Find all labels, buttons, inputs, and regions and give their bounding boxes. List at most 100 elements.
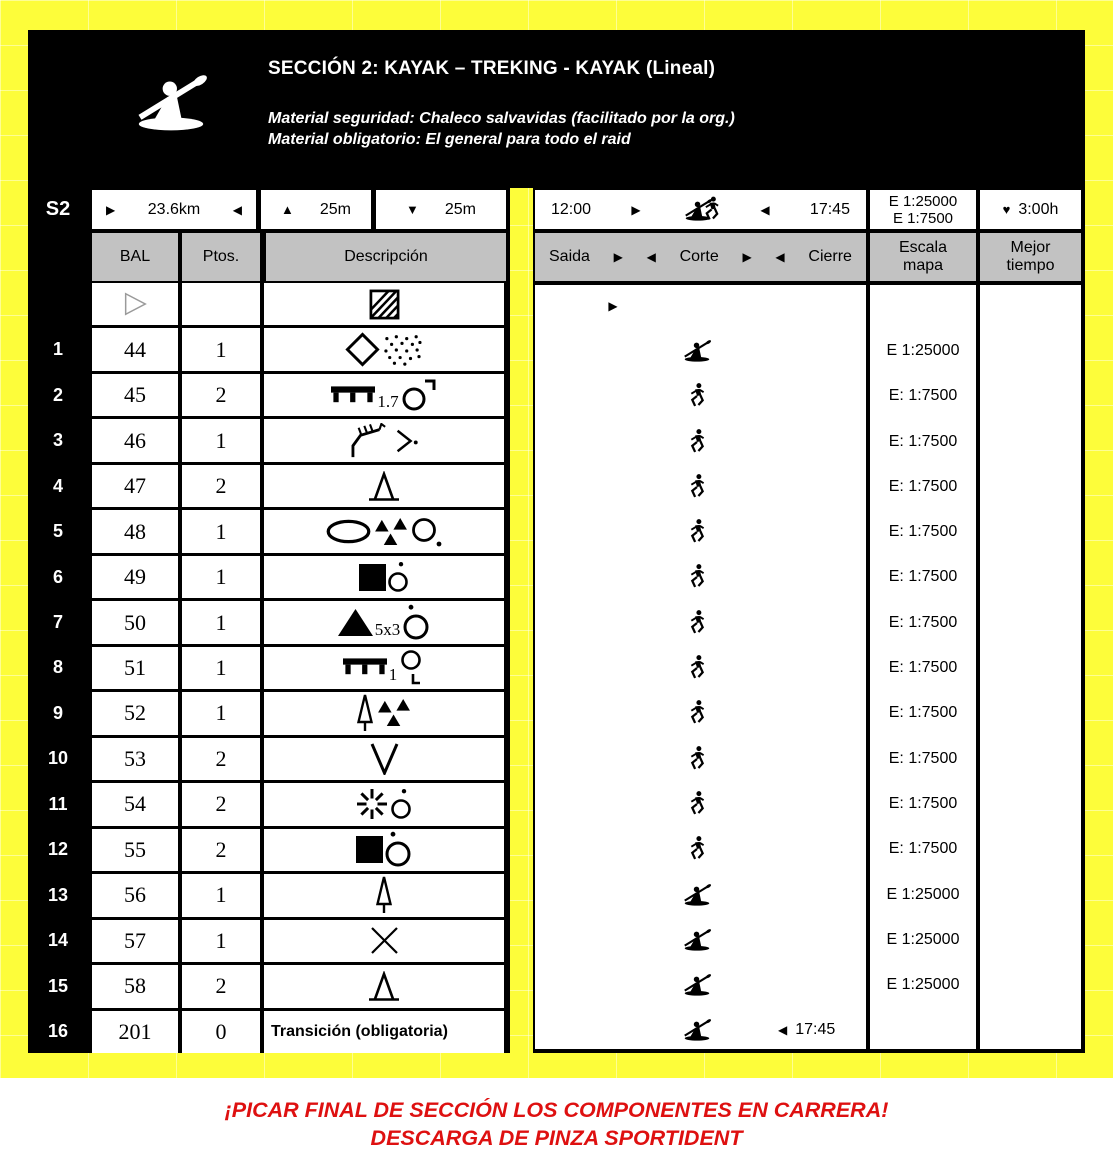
circle-dot-br-icon xyxy=(411,516,443,548)
dimension-label: 1.7 xyxy=(377,392,399,412)
vee-icon xyxy=(368,742,401,776)
runner-icon xyxy=(689,790,706,817)
runner-icon xyxy=(689,655,706,682)
control-description-cell xyxy=(264,283,504,326)
ptos-value: 1 xyxy=(182,601,260,644)
map-scale-value: E: 1:7500 xyxy=(888,840,958,858)
bal-value: 48 xyxy=(92,510,178,553)
map-scale-value: E: 1:7500 xyxy=(888,477,958,495)
table-row: 4 47 2 xyxy=(28,464,510,508)
control-description-cell xyxy=(264,737,504,781)
table-row: 10 53 2 xyxy=(28,737,510,781)
triangle-base-icon xyxy=(367,470,401,502)
kayak-icon xyxy=(681,197,715,223)
start-triangle-icon xyxy=(121,290,149,318)
section-title: SECCIÓN 2: KAYAK – TREKING - KAYAK (Line… xyxy=(268,58,716,79)
cierre-time-value: 17:45 xyxy=(795,1021,836,1039)
control-rows: 1 44 1 2 45 2 1.7 3 46 1 4 47 2 5 48 1 6 49 1 7 50 1 5x3 8 51 1 1 9… xyxy=(28,283,510,1053)
descent-value: 25m xyxy=(444,200,476,218)
circle-dot-top-icon xyxy=(402,604,430,641)
down-arrow-icon: ▼ xyxy=(406,202,419,217)
end-time-value: 17:45 xyxy=(809,200,850,218)
comb-icon xyxy=(331,385,376,406)
runner-icon xyxy=(689,383,706,410)
start-time-value: 12:00 xyxy=(551,200,592,218)
bal-value: 51 xyxy=(92,646,178,690)
circle-corner-b-icon xyxy=(399,650,425,686)
runner-icon xyxy=(689,564,706,591)
ptos-value: 1 xyxy=(182,646,260,690)
row-number: 7 xyxy=(28,601,88,644)
kayak-icon xyxy=(680,1017,714,1043)
start-arrow-icon: ▶ xyxy=(608,298,618,313)
square-icon xyxy=(356,836,383,864)
runner-icon xyxy=(703,196,720,223)
kayak-icon xyxy=(680,882,714,908)
control-description-cell: 1.7 xyxy=(264,373,504,417)
table-row: 6 49 1 xyxy=(28,555,510,599)
controls-table-right: 12:00 ▶ xyxy=(533,188,1085,1053)
bal-value: 55 xyxy=(92,828,178,872)
row-number: 16 xyxy=(28,1010,88,1053)
column-header-bal: BAL xyxy=(92,233,178,281)
circle-dot-top-sm-icon xyxy=(387,561,410,593)
bal-value: 56 xyxy=(92,874,178,917)
ptos-value: 0 xyxy=(182,1010,260,1053)
material-line-2: Material obligatorio: El general para to… xyxy=(268,131,631,148)
runner-icon xyxy=(689,700,706,727)
right-arrow-icon: ▶ xyxy=(631,202,641,217)
descent-cell: ▼ 25m xyxy=(376,190,506,229)
runner-icon xyxy=(689,836,706,863)
table-row: 13 56 1 xyxy=(28,874,510,917)
footer-line-1: ¡PICAR FINAL DE SECCIÓN LOS COMPONENTES … xyxy=(224,1098,889,1122)
map-scale-value: E 1:25000 xyxy=(886,885,960,903)
ptos-value: 1 xyxy=(182,419,260,462)
table-row: 5 48 1 xyxy=(28,510,510,553)
circle-dot-top-sm-icon xyxy=(390,788,413,820)
diamond-icon xyxy=(345,332,380,367)
ptos-value xyxy=(182,283,260,326)
bal-value: 52 xyxy=(92,692,178,735)
runner-icon xyxy=(689,428,706,455)
map-scale-value: E 1:25000 xyxy=(886,930,960,948)
dimension-label: 1 xyxy=(388,665,398,685)
bal-value: 53 xyxy=(92,737,178,781)
table-row: 14 57 1 xyxy=(28,919,510,963)
kayak-icon xyxy=(128,72,214,134)
triangle-filled-icon xyxy=(337,609,373,637)
control-description-cell xyxy=(264,783,504,826)
row-number: 10 xyxy=(28,737,88,781)
ptos-value: 2 xyxy=(182,737,260,781)
bal-value: 49 xyxy=(92,555,178,599)
row-number: 4 xyxy=(28,464,88,508)
ptos-value: 1 xyxy=(182,555,260,599)
runner-icon xyxy=(689,519,706,546)
control-description-cell xyxy=(264,965,504,1008)
circle-dot-top-icon xyxy=(384,831,412,868)
map-scale-value: E: 1:7500 xyxy=(888,704,958,722)
right-arrow-icon: ▶ xyxy=(106,202,116,217)
control-description-cell: 5x3 xyxy=(264,601,504,644)
control-description-cell xyxy=(264,874,504,917)
footer-warning: ¡PICAR FINAL DE SECCIÓN LOS COMPONENTES … xyxy=(0,1096,1113,1152)
column-header-mejor-tiempo: Mejor tiempo xyxy=(980,233,1081,281)
column-header-escala: Escala mapa xyxy=(870,233,976,281)
control-description-cell xyxy=(264,555,504,599)
bal-value: 58 xyxy=(92,965,178,1008)
column-header-times: Saida ▶ ◀ Corte ▶ ◀ Cierre xyxy=(535,233,866,281)
kayak-icon xyxy=(680,338,714,364)
table-row: 9 52 1 xyxy=(28,692,510,735)
row-number: 9 xyxy=(28,692,88,735)
footer-line-2: DESCARGA DE PINZA SPORTIDENT xyxy=(370,1126,743,1150)
control-description-cell xyxy=(264,328,504,371)
burst-icon xyxy=(355,787,389,821)
section-header-band: SECCIÓN 2: KAYAK – TREKING - KAYAK (Line… xyxy=(28,30,1085,188)
table-row: 7 50 1 5x3 xyxy=(28,601,510,644)
row-number: 3 xyxy=(28,419,88,462)
circle-corner-tr-icon xyxy=(401,378,437,412)
row-number: 2 xyxy=(28,373,88,417)
ptos-value: 1 xyxy=(182,510,260,553)
table-row: 16 201 0 Transición (obligatoria) xyxy=(28,1010,510,1053)
section-id-cell: S2 xyxy=(28,188,88,231)
control-description-cell: Transición (obligatoria) xyxy=(264,1010,504,1053)
